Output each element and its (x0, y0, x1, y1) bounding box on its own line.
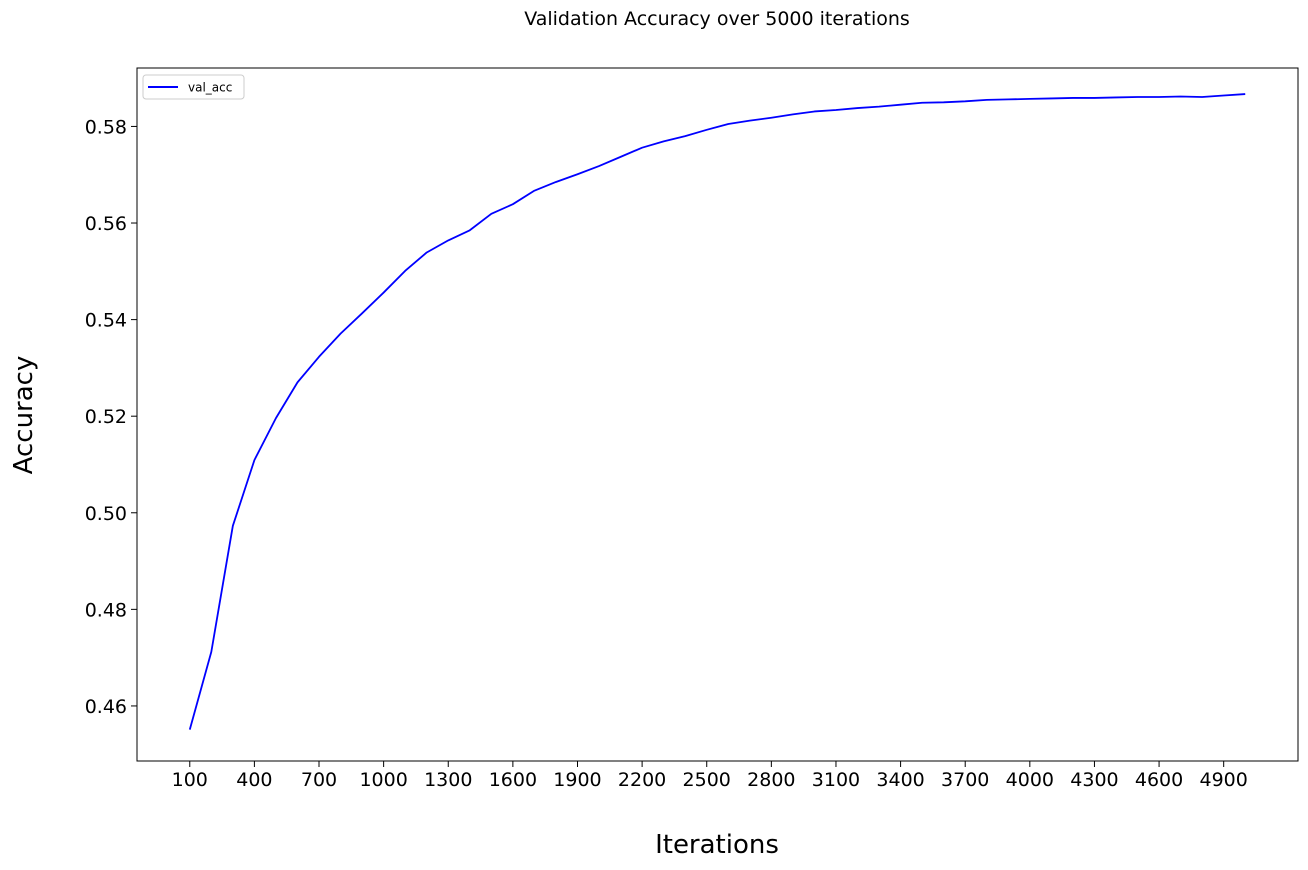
x-tick-label: 1900 (553, 769, 601, 791)
x-tick-label: 3400 (876, 769, 924, 791)
x-tick-label: 100 (172, 769, 208, 791)
chart-title: Validation Accuracy over 5000 iterations (524, 8, 910, 30)
y-tick-label: 0.56 (85, 213, 127, 235)
x-tick-label: 1000 (359, 769, 407, 791)
legend-label: val_acc (188, 81, 232, 95)
x-tick-label: 4900 (1200, 769, 1248, 791)
x-axis-label: Iterations (655, 830, 779, 860)
x-tick-label: 4000 (1006, 769, 1054, 791)
x-tick-label: 2500 (683, 769, 731, 791)
x-tick-label: 4300 (1070, 769, 1118, 791)
x-tick-label: 400 (236, 769, 272, 791)
y-tick-label: 0.46 (85, 696, 127, 718)
x-tick-label: 700 (301, 769, 337, 791)
x-tick-label: 1600 (489, 769, 537, 791)
x-tick-label: 1300 (424, 769, 472, 791)
series-layer (188, 93, 1246, 730)
legend: val_acc (142, 74, 245, 100)
y-axis: 0.46 0.48 0.50 0.52 0.54 0.56 0.58 (85, 116, 137, 718)
y-tick-label: 0.54 (85, 310, 127, 332)
y-tick-label: 0.52 (85, 406, 127, 428)
x-axis: 100 400 700 1000 1300 1600 1900 2200 2500 2800 310… (172, 761, 1248, 791)
legend-box (142, 74, 245, 100)
x-tick-label: 2800 (747, 769, 795, 791)
x-tick-label: 3700 (941, 769, 989, 791)
series-line-val_acc (188, 93, 1246, 730)
x-tick-label: 2200 (618, 769, 666, 791)
x-tick-label: 4600 (1135, 769, 1183, 791)
x-tick-label: 3100 (812, 769, 860, 791)
y-tick-label: 0.58 (85, 116, 127, 138)
y-tick-label: 0.48 (85, 599, 127, 621)
y-axis-label: Accuracy (9, 356, 39, 475)
y-tick-label: 0.50 (85, 503, 127, 525)
plot-area (136, 67, 1299, 762)
